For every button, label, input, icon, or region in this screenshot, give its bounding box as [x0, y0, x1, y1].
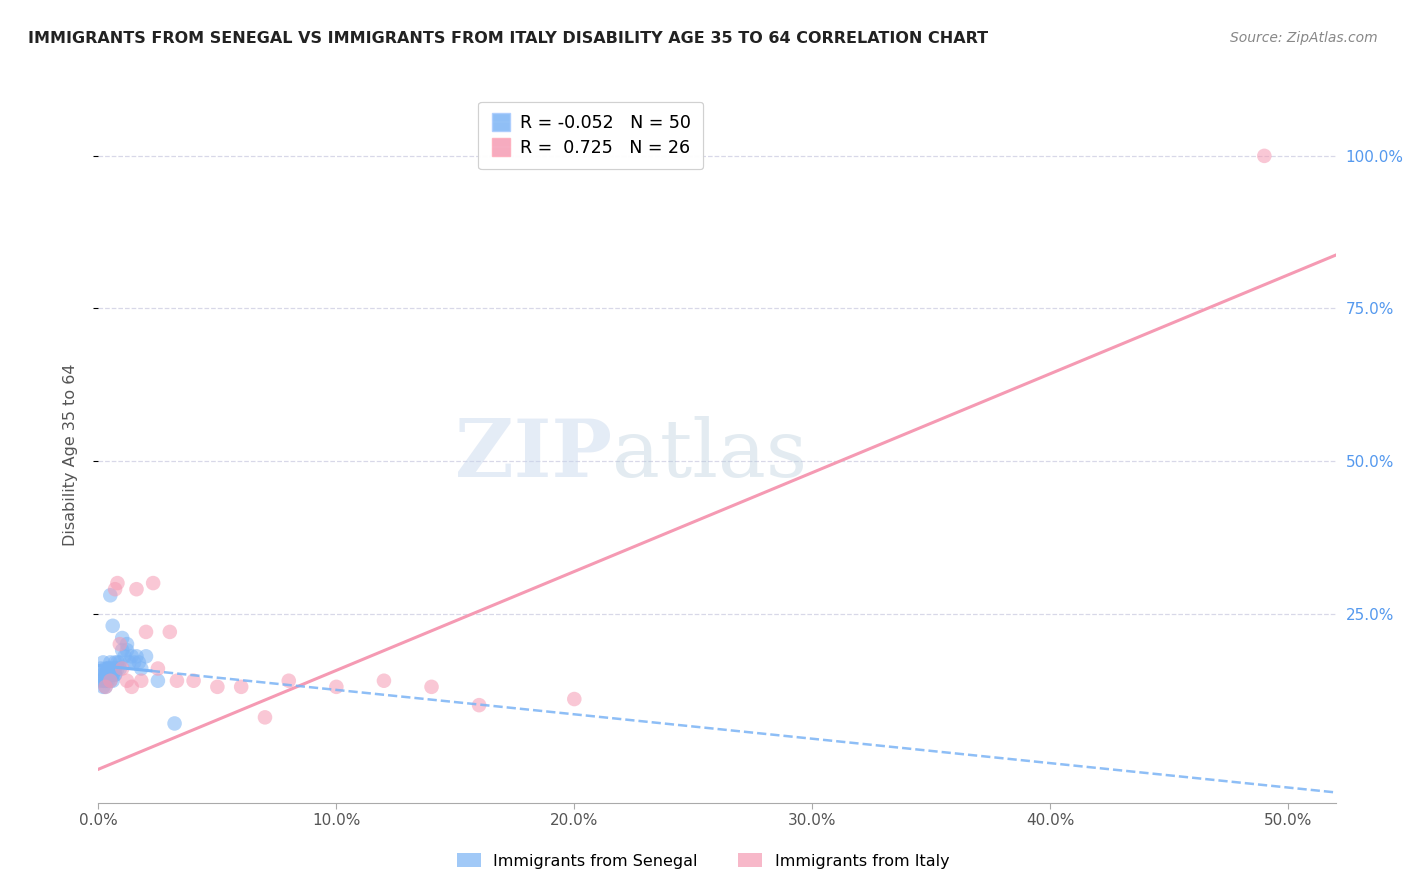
Point [97, 673, 120, 688]
Point [91, 656, 114, 670]
Point [118, 656, 141, 670]
Legend: Immigrants from Senegal, Immigrants from Italy: Immigrants from Senegal, Immigrants from… [450, 847, 956, 875]
Point [1253, 149, 1275, 163]
Point [98, 667, 121, 681]
Point [373, 673, 395, 688]
Point [104, 667, 127, 681]
Point [111, 643, 134, 657]
Point [94, 667, 117, 681]
Point [125, 582, 148, 597]
Point [183, 673, 205, 688]
Point [98, 656, 121, 670]
Point [97, 667, 120, 681]
Point [135, 624, 157, 639]
Point [146, 673, 169, 688]
Text: IMMIGRANTS FROM SENEGAL VS IMMIGRANTS FROM ITALY DISABILITY AGE 35 TO 64 CORRELA: IMMIGRANTS FROM SENEGAL VS IMMIGRANTS FR… [28, 31, 988, 46]
Point [111, 631, 134, 645]
Point [94, 680, 117, 694]
Point [104, 656, 127, 670]
Point [107, 656, 129, 670]
Point [115, 673, 138, 688]
Point [94, 667, 117, 681]
Point [111, 661, 134, 675]
Point [129, 661, 152, 675]
Point [468, 698, 491, 713]
Text: Source: ZipAtlas.com: Source: ZipAtlas.com [1230, 31, 1378, 45]
Point [104, 667, 127, 681]
Point [159, 624, 181, 639]
Point [163, 716, 186, 731]
Point [125, 649, 148, 664]
Point [104, 582, 127, 597]
Point [94, 673, 117, 688]
Text: ZIP: ZIP [456, 416, 612, 494]
Point [101, 667, 124, 681]
Point [231, 680, 253, 694]
Point [101, 667, 124, 681]
Point [135, 649, 157, 664]
Point [97, 661, 120, 675]
Point [115, 643, 138, 657]
Point [91, 667, 114, 681]
Point [94, 661, 117, 675]
Point [253, 710, 276, 724]
Text: atlas: atlas [612, 416, 807, 494]
Point [108, 637, 131, 651]
Point [97, 661, 120, 675]
Point [122, 656, 145, 670]
Point [98, 588, 121, 602]
Point [114, 649, 136, 664]
Point [107, 661, 129, 675]
Point [277, 673, 299, 688]
Point [562, 692, 585, 706]
Point [91, 680, 114, 694]
Point [90, 667, 112, 681]
Point [90, 673, 112, 688]
Point [129, 673, 152, 688]
Legend: R = -0.052   N = 50, R =  0.725   N = 26: R = -0.052 N = 50, R = 0.725 N = 26 [478, 102, 703, 169]
Point [146, 661, 169, 675]
Point [98, 673, 121, 688]
Y-axis label: Disability Age 35 to 64: Disability Age 35 to 64 [63, 364, 77, 546]
Point [108, 656, 131, 670]
Point [115, 637, 138, 651]
Point [101, 661, 124, 675]
Point [101, 673, 124, 688]
Point [166, 673, 188, 688]
Point [420, 680, 443, 694]
Point [94, 680, 117, 694]
Point [101, 619, 124, 633]
Point [207, 680, 229, 694]
Point [121, 680, 143, 694]
Point [98, 673, 121, 688]
Point [98, 661, 121, 675]
Point [108, 661, 131, 675]
Point [121, 649, 143, 664]
Point [142, 576, 165, 591]
Point [94, 673, 117, 688]
Point [90, 661, 112, 675]
Point [91, 673, 114, 688]
Point [107, 576, 129, 591]
Point [104, 661, 127, 675]
Point [128, 656, 150, 670]
Point [97, 667, 120, 681]
Point [325, 680, 347, 694]
